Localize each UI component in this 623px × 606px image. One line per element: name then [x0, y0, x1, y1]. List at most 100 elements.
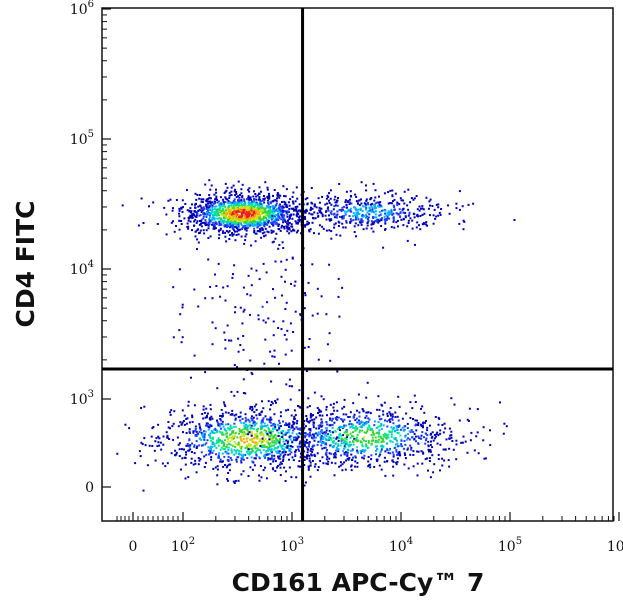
- event-dot: [260, 420, 263, 423]
- event-dot: [211, 442, 214, 444]
- event-dot: [290, 445, 292, 448]
- event-dot: [274, 217, 277, 220]
- event-dot: [449, 434, 452, 437]
- event-dot: [214, 273, 216, 276]
- event-dot: [399, 434, 402, 437]
- event-dot: [227, 449, 230, 451]
- event-dot: [264, 455, 267, 458]
- event-dot: [244, 426, 247, 429]
- event-dot: [192, 431, 195, 434]
- event-dot: [196, 212, 199, 215]
- event-dot: [274, 400, 277, 402]
- event-dot: [237, 337, 240, 340]
- event-dot: [391, 213, 394, 216]
- event-dot: [299, 314, 302, 317]
- event-dot: [222, 200, 225, 203]
- event-dot: [348, 203, 351, 205]
- event-dot: [412, 454, 415, 456]
- event-dot: [251, 427, 253, 430]
- event-dot: [181, 199, 184, 202]
- event-dot: [218, 230, 221, 233]
- event-dot: [392, 465, 395, 468]
- event-dot: [268, 430, 271, 433]
- event-dot: [381, 444, 384, 447]
- event-dot: [218, 233, 221, 236]
- event-dot: [412, 212, 415, 215]
- event-dot: [368, 424, 371, 427]
- event-dot: [307, 397, 310, 400]
- event-dot: [369, 197, 372, 200]
- event-dot: [303, 224, 306, 227]
- event-dot: [422, 426, 424, 429]
- event-dot: [218, 439, 221, 441]
- event-dot: [227, 472, 230, 474]
- event-dot: [426, 457, 428, 460]
- event-dot: [392, 220, 395, 223]
- event-dot: [391, 415, 394, 418]
- event-dot: [230, 201, 233, 204]
- event-dot: [180, 448, 183, 451]
- event-dot: [167, 426, 170, 429]
- event-dot: [248, 204, 251, 207]
- event-dot: [340, 454, 343, 457]
- event-dot: [284, 353, 287, 356]
- event-dot: [222, 401, 225, 404]
- event-dot: [378, 211, 381, 214]
- event-dot: [219, 419, 222, 422]
- event-dot: [236, 448, 239, 451]
- event-dot: [198, 425, 201, 428]
- event-dot: [386, 412, 389, 415]
- event-dot: [434, 217, 437, 220]
- event-dot: [377, 205, 379, 208]
- event-dot: [279, 444, 282, 447]
- event-dot: [325, 427, 328, 429]
- event-dot: [184, 463, 187, 466]
- event-dot: [194, 235, 197, 238]
- event-dot: [372, 230, 375, 233]
- event-dot: [205, 407, 208, 410]
- event-dot: [272, 320, 275, 323]
- event-dot: [308, 405, 311, 408]
- event-dot: [274, 470, 277, 472]
- event-dot: [218, 224, 221, 227]
- event-dot: [219, 196, 222, 199]
- event-dot: [265, 449, 268, 452]
- event-dot: [250, 209, 253, 212]
- event-dot: [141, 443, 144, 445]
- event-dot: [255, 428, 258, 431]
- event-dot: [305, 208, 308, 211]
- event-dot: [382, 410, 385, 413]
- event-dot: [240, 453, 243, 456]
- event-dot: [218, 220, 221, 223]
- event-dot: [250, 267, 253, 270]
- event-dot: [361, 214, 364, 217]
- event-dot: [175, 225, 177, 227]
- event-dot: [308, 454, 311, 457]
- event-dot: [255, 269, 258, 272]
- event-dot: [335, 436, 338, 439]
- event-dot: [384, 222, 387, 225]
- event-dot: [359, 209, 362, 212]
- event-dot: [396, 212, 398, 215]
- y-tick-label: 106: [70, 0, 94, 18]
- event-dot: [355, 417, 358, 420]
- event-dot: [347, 200, 350, 203]
- event-dot: [257, 427, 259, 430]
- event-dot: [398, 424, 401, 427]
- event-dot: [234, 204, 237, 207]
- event-dot: [248, 210, 251, 213]
- event-dot: [408, 430, 411, 433]
- event-dot: [309, 449, 312, 452]
- event-dot: [374, 219, 377, 222]
- event-dot: [209, 200, 212, 203]
- event-dot: [422, 451, 425, 454]
- event-dot: [235, 452, 238, 455]
- event-dot: [388, 217, 391, 220]
- event-dot: [324, 452, 327, 455]
- event-dot: [412, 430, 415, 433]
- event-dot: [268, 216, 271, 219]
- event-dot: [289, 398, 292, 401]
- event-dot: [213, 432, 216, 434]
- event-dot: [307, 468, 310, 471]
- event-dot: [288, 444, 291, 447]
